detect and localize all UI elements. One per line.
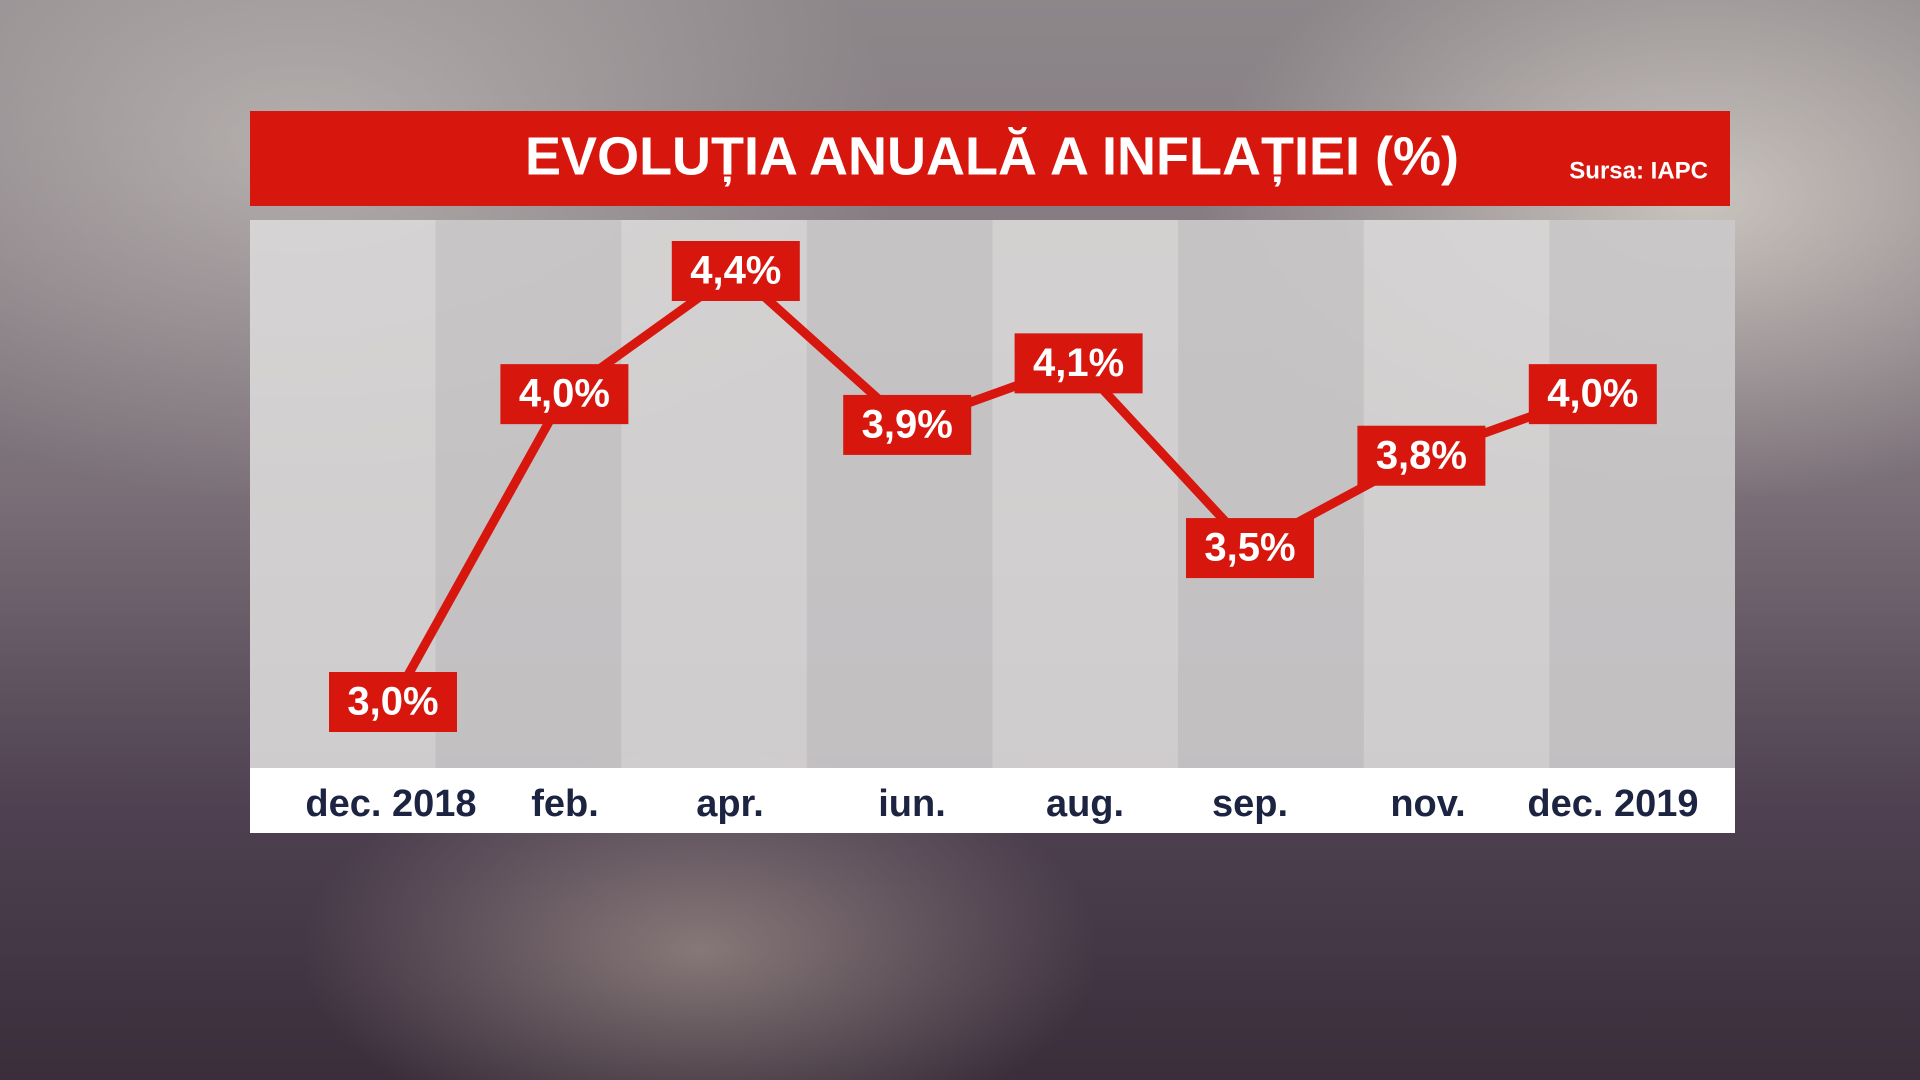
column-stripe bbox=[1363, 220, 1550, 768]
x-tick-label: iun. bbox=[878, 783, 946, 825]
value-label-box bbox=[843, 394, 972, 455]
value-label-box bbox=[1357, 425, 1486, 486]
value-label-box bbox=[1186, 518, 1314, 579]
value-label: 4,0% bbox=[519, 372, 610, 416]
category-strip bbox=[250, 768, 1735, 833]
x-tick-label: dec. 2019 bbox=[1527, 783, 1698, 825]
column-stripe bbox=[1549, 220, 1735, 768]
column-stripe bbox=[806, 220, 993, 768]
x-tick-label: nov. bbox=[1390, 783, 1465, 825]
x-tick-label: apr. bbox=[696, 783, 764, 825]
value-label: 4,1% bbox=[1033, 341, 1124, 385]
column-stripe bbox=[1178, 220, 1364, 768]
value-label-box bbox=[671, 241, 800, 301]
value-label: 3,0% bbox=[347, 680, 438, 724]
value-label-box bbox=[1014, 333, 1143, 394]
value-label-box bbox=[500, 364, 629, 425]
value-label: 4,4% bbox=[690, 249, 781, 293]
column-stripe bbox=[435, 220, 622, 768]
value-label: 3,8% bbox=[1376, 433, 1467, 477]
x-tick-label: dec. 2018 bbox=[305, 783, 476, 825]
value-label-box bbox=[1528, 364, 1657, 425]
column-stripe bbox=[992, 220, 1179, 768]
title-bar bbox=[250, 111, 1730, 206]
column-stripe bbox=[621, 220, 807, 768]
value-label-box bbox=[329, 672, 457, 732]
x-tick-label: feb. bbox=[531, 783, 599, 825]
chart-title: EVOLUȚIA ANUALĂ A INFLAȚIEI (%) bbox=[525, 126, 1459, 186]
value-label: 3,9% bbox=[862, 402, 953, 446]
x-tick-label: aug. bbox=[1046, 783, 1124, 825]
value-label: 4,0% bbox=[1547, 372, 1638, 416]
value-label: 3,5% bbox=[1204, 526, 1295, 570]
x-tick-label: sep. bbox=[1212, 783, 1288, 825]
source-note: Sursa: IAPC bbox=[1569, 157, 1708, 184]
